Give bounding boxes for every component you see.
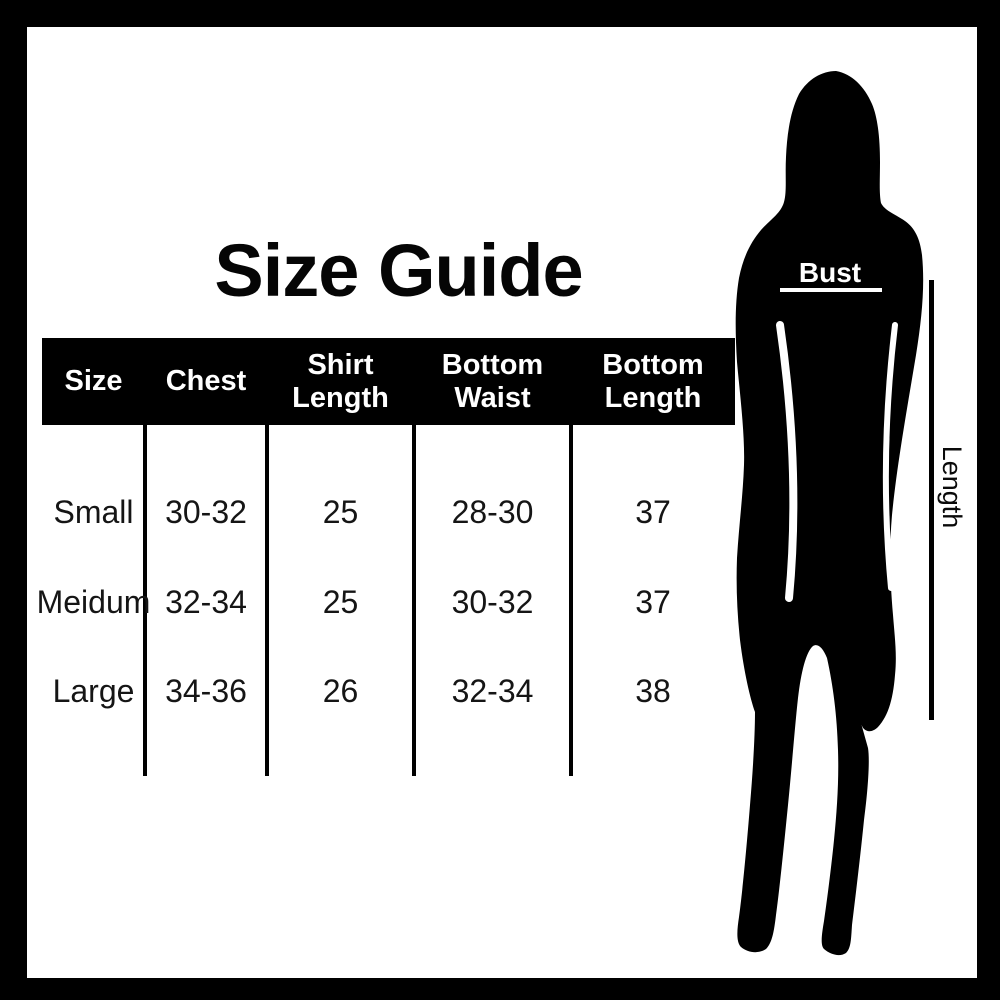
table-row: Large 34-36 26 32-34 38 — [42, 669, 735, 713]
cell-bottom-length: 37 — [635, 493, 671, 530]
cell-bottom-waist: 30-32 — [451, 583, 534, 620]
length-measure-line — [929, 280, 934, 720]
cell-chest: 32-34 — [165, 583, 247, 620]
cell-shirt-length: 26 — [322, 672, 359, 709]
canvas: Size Guide Size Chest Shirt Length Botto… — [27, 27, 977, 978]
bust-label: Bust — [798, 257, 862, 288]
column-divider — [569, 425, 573, 776]
header-cell-bottom-length: Bottom Length — [602, 348, 704, 414]
table-row: Small 30-32 25 28-30 37 — [42, 490, 735, 534]
header-cell-bottom-waist: Bottom Waist — [441, 348, 544, 414]
column-divider — [412, 425, 416, 776]
table-row: Meidum 32-34 25 30-32 37 — [36, 580, 735, 624]
cell-size: Meidum — [36, 583, 151, 620]
cell-chest: 34-36 — [165, 672, 247, 709]
table-header: Size Chest Shirt Length Bottom Waist Bot… — [42, 338, 735, 425]
cell-shirt-length: 25 — [322, 583, 359, 620]
cell-bottom-length: 38 — [635, 672, 671, 709]
cell-bottom-waist: 32-34 — [451, 672, 534, 709]
bust-measure-line — [780, 288, 882, 292]
length-label: Length — [937, 445, 967, 529]
cell-bottom-length: 37 — [635, 583, 671, 620]
column-divider — [143, 425, 147, 776]
page-title: Size Guide — [214, 229, 583, 312]
cell-bottom-waist: 28-30 — [451, 493, 534, 530]
cell-shirt-length: 25 — [322, 493, 359, 530]
column-divider — [265, 425, 269, 776]
cell-size: Small — [53, 493, 134, 530]
header-cell-shirt-length: Shirt Length — [292, 348, 389, 414]
woman-silhouette — [735, 71, 924, 956]
header-cell-size: Size — [64, 365, 123, 397]
cell-size: Large — [52, 672, 135, 709]
header-cell-chest: Chest — [165, 365, 247, 397]
cell-chest: 30-32 — [165, 493, 247, 530]
